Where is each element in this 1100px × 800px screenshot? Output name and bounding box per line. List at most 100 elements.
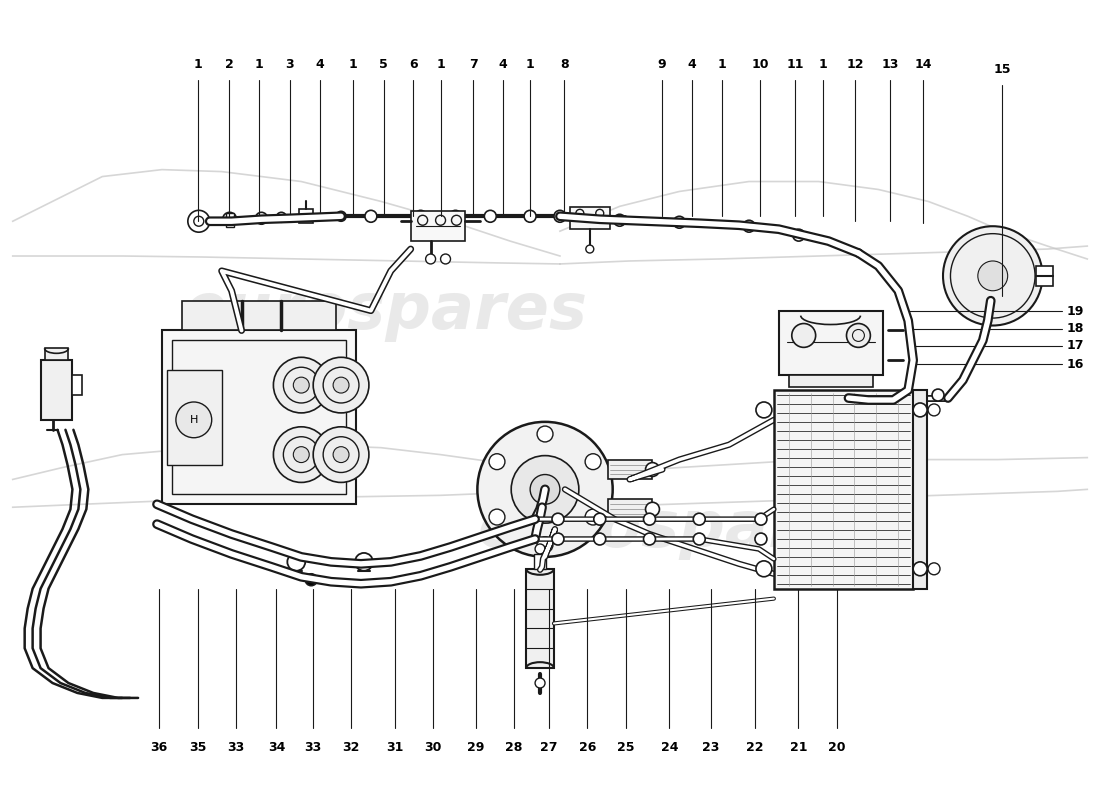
Text: 2: 2 [226,58,233,71]
Circle shape [484,210,496,222]
Text: 20: 20 [828,741,846,754]
Circle shape [450,210,461,222]
Circle shape [594,533,606,545]
Circle shape [552,533,564,545]
Circle shape [305,574,317,586]
Text: 34: 34 [267,741,285,754]
Circle shape [614,214,626,226]
Circle shape [314,358,369,413]
Circle shape [756,402,772,418]
Bar [172,341,346,494]
Circle shape [426,254,436,264]
Text: 18: 18 [1067,322,1084,335]
Circle shape [552,514,564,525]
Circle shape [585,509,601,525]
Circle shape [755,514,767,525]
Circle shape [176,402,211,438]
Bar [526,569,554,668]
Bar [570,207,609,229]
Text: 1: 1 [818,58,827,71]
Bar [789,375,873,387]
Text: 27: 27 [540,741,558,754]
Circle shape [490,509,505,525]
Text: 9: 9 [658,58,666,71]
Text: 16: 16 [1067,358,1084,370]
Circle shape [928,404,940,416]
Text: 23: 23 [702,741,719,754]
Bar [607,499,652,519]
Circle shape [755,533,767,545]
Circle shape [978,261,1008,290]
Circle shape [943,226,1043,326]
Bar [410,211,465,241]
Bar [607,459,652,479]
Circle shape [586,245,594,253]
Text: 4: 4 [316,58,324,71]
Bar [167,370,222,465]
Circle shape [333,446,349,462]
Circle shape [274,358,329,413]
Text: 25: 25 [617,741,635,754]
Text: 31: 31 [386,741,404,754]
Circle shape [524,210,536,222]
Circle shape [287,553,305,571]
Bar [1035,266,1054,286]
Circle shape [756,561,772,577]
Circle shape [646,462,659,477]
Circle shape [585,454,601,470]
Bar [226,214,233,227]
Text: 36: 36 [151,741,168,754]
Circle shape [847,323,870,347]
Text: H: H [189,415,198,425]
Text: 1: 1 [717,58,726,71]
Circle shape [537,537,553,553]
Circle shape [693,533,705,545]
Text: 29: 29 [466,741,484,754]
Text: 3: 3 [285,58,294,71]
Text: 28: 28 [505,741,522,754]
Text: 7: 7 [469,58,477,71]
Text: 32: 32 [342,741,360,754]
Text: 14: 14 [914,58,932,71]
Text: 33: 33 [228,741,244,754]
Circle shape [355,553,373,571]
Text: 4: 4 [498,58,507,71]
Circle shape [913,562,927,576]
Bar [779,310,883,375]
Bar [299,210,314,223]
Circle shape [365,210,377,222]
Circle shape [490,454,505,470]
Text: 4: 4 [688,58,696,71]
Text: 19: 19 [1067,305,1084,318]
Text: 17: 17 [1067,339,1085,353]
Circle shape [793,229,805,241]
Circle shape [337,211,346,222]
Text: 13: 13 [882,58,899,71]
Circle shape [294,446,309,462]
Bar [73,375,82,395]
Text: 1: 1 [254,58,263,71]
Text: 33: 33 [304,741,321,754]
Text: 5: 5 [379,58,388,71]
Bar [774,390,913,589]
Circle shape [932,389,944,401]
Text: 21: 21 [790,741,807,754]
Circle shape [554,210,565,222]
Text: 1: 1 [437,58,444,71]
Text: 8: 8 [560,58,569,71]
Circle shape [537,426,553,442]
Text: 15: 15 [993,63,1011,76]
Circle shape [274,427,329,482]
Circle shape [530,474,560,504]
Text: 30: 30 [425,741,441,754]
Circle shape [294,377,309,393]
Text: 26: 26 [579,741,596,754]
Circle shape [928,563,940,574]
Circle shape [441,254,451,264]
Text: 11: 11 [786,58,804,71]
Text: 22: 22 [746,741,763,754]
Circle shape [276,212,286,222]
Text: 1: 1 [526,58,535,71]
Circle shape [913,403,927,417]
Circle shape [415,210,427,222]
